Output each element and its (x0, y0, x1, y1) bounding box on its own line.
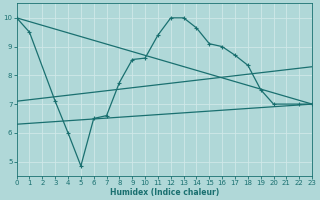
X-axis label: Humidex (Indice chaleur): Humidex (Indice chaleur) (110, 188, 219, 197)
